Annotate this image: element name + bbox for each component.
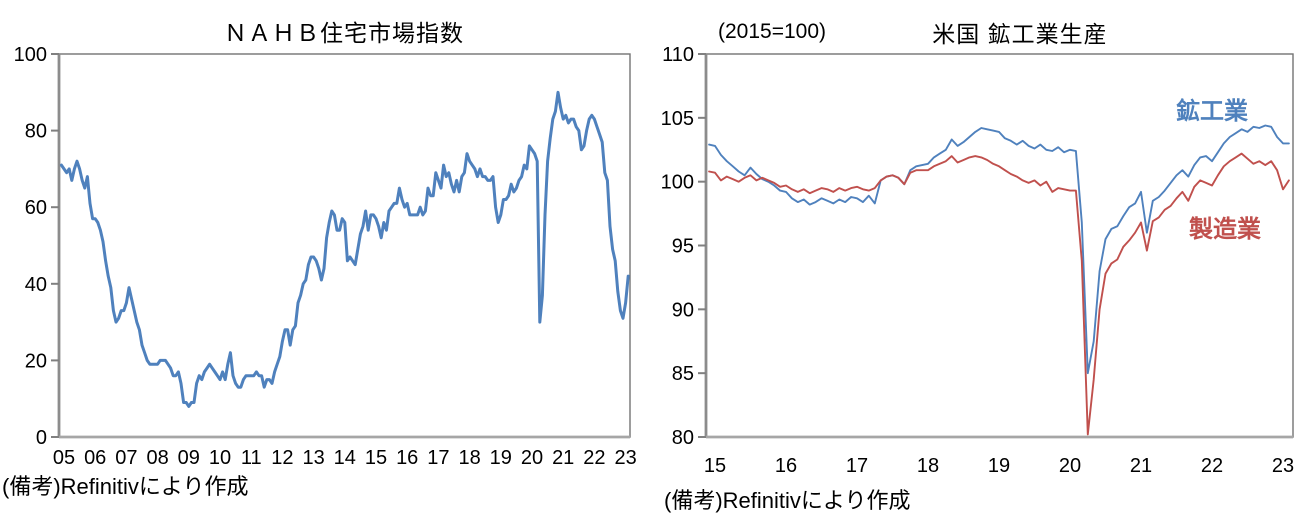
manufacturing-series-label: 製造業	[1189, 216, 1261, 243]
industrial-production-chart-title: 米国 鉱工業生産	[932, 21, 1108, 47]
y-axis-tick-label: 95	[672, 236, 694, 258]
nahb-chart-caption: (備考)Refinitivにより作成	[2, 474, 249, 499]
industrial-production-chart-plot: 80 85 90 95 100 105 110 15 16 17 18 19 20 21 22 23	[661, 44, 1295, 477]
x-axis-tick-label: 23	[1272, 455, 1294, 477]
y-axis-tick-label: 85	[672, 363, 694, 385]
x-axis-tick-label: 19	[988, 455, 1010, 477]
x-axis-tick-label: 14	[334, 447, 356, 469]
x-axis-tick-label: 16	[775, 455, 797, 477]
x-axis-tick-label: 20	[1059, 455, 1081, 477]
x-axis-tick-label: 18	[458, 447, 480, 469]
y-axis-tick-label: 105	[661, 108, 694, 130]
x-axis-tick-label: 06	[84, 447, 106, 469]
series-line-製造業	[708, 152, 1290, 436]
nahb-chart-plot: 0 20 40 60 80 100 05 06 07 08 09 10 11 12 13 14 15 16 17 18…	[14, 44, 637, 469]
y-axis-tick-label: 100	[661, 172, 694, 194]
x-axis-tick-label: 21	[1130, 455, 1152, 477]
x-axis-tick-label: 17	[427, 447, 449, 469]
y-axis-tick-label: 20	[25, 350, 47, 372]
x-axis-tick-label: 05	[53, 447, 75, 469]
mining-industry-series-label: 鉱工業	[1176, 98, 1248, 125]
x-axis-tick-label: 17	[846, 455, 868, 477]
nahb-chart-title: ＮＡＨＢ住宅市場指数	[224, 20, 464, 46]
x-axis-tick-label: 22	[1201, 455, 1223, 477]
series-line-ＮＡＨＢ住宅市場指数	[59, 90, 630, 408]
x-axis-tick-label: 10	[209, 447, 231, 469]
x-axis-tick-label: 19	[490, 447, 512, 469]
x-axis-tick-label: 07	[115, 447, 137, 469]
series-line-鉱工業	[708, 124, 1290, 375]
x-axis-tick-label: 18	[917, 455, 939, 477]
y-axis-tick-label: 80	[672, 427, 694, 449]
industrial-production-chart-caption: (備考)Refinitivにより作成	[664, 488, 911, 513]
x-axis-tick-label: 13	[302, 447, 324, 469]
x-axis-tick-label: 15	[704, 455, 726, 477]
x-axis-tick-label: 20	[521, 447, 543, 469]
nahb-chart-panel: ＮＡＨＢ住宅市場指数 0 20 40 60 80 100 05 06 07 08 09 10 11 12 1…	[2, 20, 637, 499]
x-axis-tick-label: 23	[614, 447, 636, 469]
x-axis-tick-label: 21	[552, 447, 574, 469]
y-axis-tick-label: 80	[25, 121, 47, 143]
y-axis-tick-label: 110	[662, 44, 694, 66]
y-axis-tick-label: 90	[672, 299, 694, 321]
x-axis-tick-label: 15	[365, 447, 387, 469]
index-base-note: (2015=100)	[718, 20, 827, 43]
y-axis-tick-label: 100	[14, 44, 47, 66]
x-axis-tick-label: 08	[146, 447, 168, 469]
y-axis-tick-label: 40	[25, 274, 47, 296]
y-axis-tick-label: 0	[36, 427, 47, 449]
industrial-production-chart-panel: (2015=100) 米国 鉱工業生産 80 85 90 95 100 105 110 15 1…	[656, 0, 1312, 528]
x-axis-tick-label: 09	[178, 447, 200, 469]
y-axis-tick-label: 60	[25, 197, 47, 219]
x-axis-tick-label: 12	[271, 447, 293, 469]
x-axis-tick-label: 22	[583, 447, 605, 469]
x-axis-tick-label: 11	[241, 447, 262, 469]
x-axis-tick-label: 16	[396, 447, 418, 469]
